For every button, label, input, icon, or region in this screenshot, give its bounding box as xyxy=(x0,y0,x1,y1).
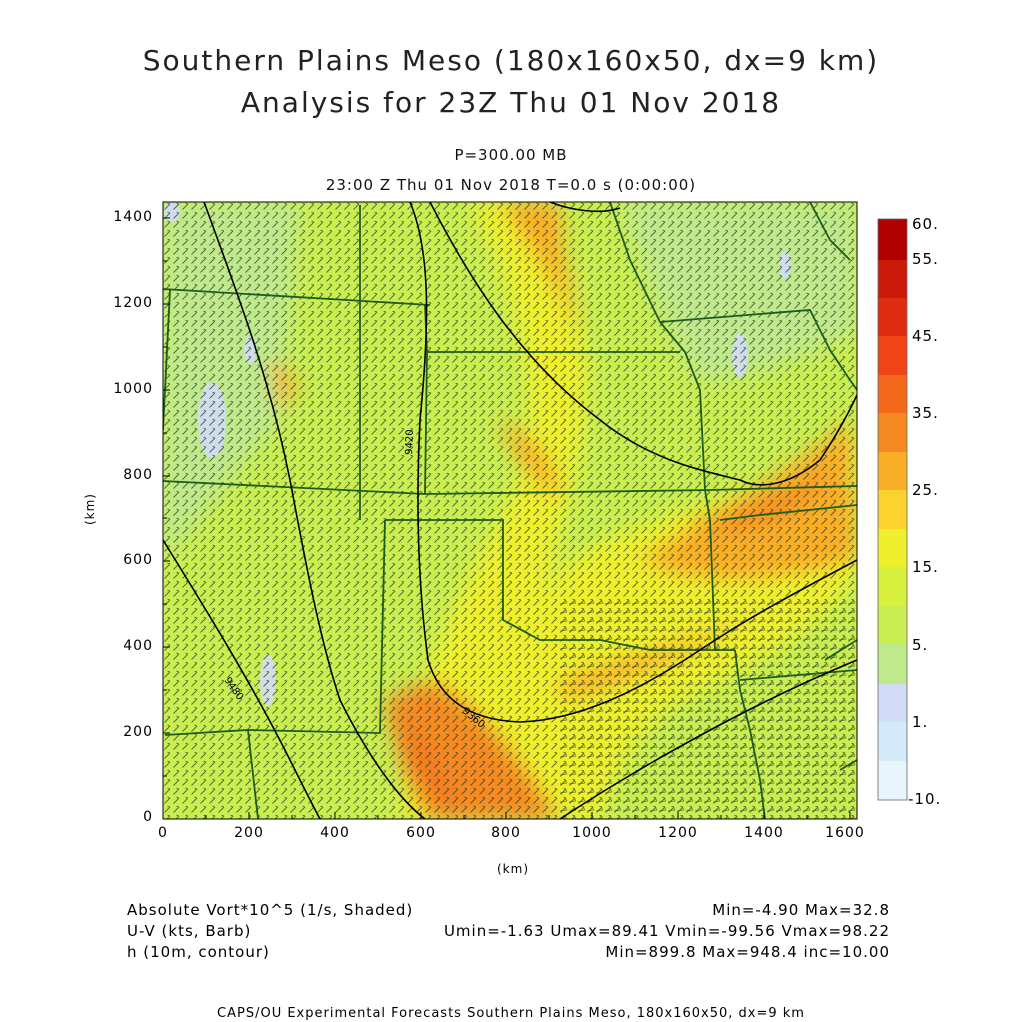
y-tick-label: 200 xyxy=(123,724,153,740)
x-tick-label: 800 xyxy=(491,825,521,841)
colorbar-swatch xyxy=(878,567,907,606)
field3-label: h (10m, contour) xyxy=(127,943,270,961)
y-tick-label: 800 xyxy=(123,467,153,483)
colorbar-swatch xyxy=(878,684,907,722)
x-tick-label: 1400 xyxy=(744,825,784,841)
colorbar-label: 60. xyxy=(912,215,939,233)
colorbar-label: 45. xyxy=(912,327,939,345)
plot-frame xyxy=(162,201,858,820)
time-label: 23:00 Z Thu 01 Nov 2018 T=0.0 s (0:00:00… xyxy=(325,176,697,194)
y-tick-label: 1200 xyxy=(113,295,153,311)
x-tick-label: 400 xyxy=(320,825,350,841)
colorbar-swatch xyxy=(878,298,907,336)
colorbar-label: -10. xyxy=(908,790,942,808)
x-tick-label: 1200 xyxy=(658,825,698,841)
colorbar xyxy=(877,218,908,801)
x-tick-label: 1600 xyxy=(825,825,865,841)
x-tick-label: 1000 xyxy=(572,825,612,841)
contour-label-2: 9420 xyxy=(404,429,416,455)
colorbar-swatch xyxy=(878,529,907,567)
y-tick-label: 0 xyxy=(143,809,153,825)
colorbar-swatch xyxy=(878,644,907,684)
field1-label: Absolute Vort*10^5 (1/s, Shaded) xyxy=(127,901,414,919)
colorbar-label: 1. xyxy=(912,713,929,731)
vorticity-shading xyxy=(163,202,857,819)
x-axis-label: (km) xyxy=(497,862,530,876)
y-tick-label: 400 xyxy=(123,638,153,654)
colorbar-swatch xyxy=(878,219,907,260)
title-line-1: Southern Plains Meso (180x160x50, dx=9 k… xyxy=(142,44,880,77)
colorbar-label: 15. xyxy=(912,558,939,576)
colorbar-label: 35. xyxy=(912,404,939,422)
colorbar-swatch xyxy=(878,336,907,375)
level-label: P=300.00 MB xyxy=(454,146,568,164)
field1-stats: Min=-4.90 Max=32.8 xyxy=(712,901,890,919)
footer-credit: CAPS/OU Experimental Forecasts Southern … xyxy=(217,1006,805,1021)
y-axis-label: (km) xyxy=(83,492,98,526)
x-tick-label: 0 xyxy=(158,825,168,841)
axis-ticks xyxy=(162,217,851,820)
field3-stats: Min=899.8 Max=948.4 inc=10.00 xyxy=(605,943,890,961)
state-borders xyxy=(163,202,857,819)
colorbar-label: 55. xyxy=(912,250,939,268)
colorbar-swatch xyxy=(878,761,907,800)
title-line-2: Analysis for 23Z Thu 01 Nov 2018 xyxy=(240,86,782,119)
x-tick-label: 200 xyxy=(234,825,264,841)
colorbar-swatch xyxy=(878,490,907,529)
colorbar-swatch xyxy=(878,260,907,298)
x-tick-label: 600 xyxy=(406,825,436,841)
colorbar-swatch xyxy=(878,375,907,413)
y-tick-label: 1400 xyxy=(113,209,153,225)
colorbar-label: 25. xyxy=(912,481,939,499)
field2-stats: Umin=-1.63 Umax=89.41 Vmin=-99.56 Vmax=9… xyxy=(443,922,890,940)
colorbar-swatch xyxy=(878,606,907,644)
colorbar-swatch xyxy=(878,722,907,761)
colorbar-label: 5. xyxy=(912,636,929,654)
y-tick-label: 600 xyxy=(123,552,153,568)
colorbar-swatch xyxy=(878,452,907,490)
y-tick-label: 1000 xyxy=(113,381,153,397)
colorbar-swatch xyxy=(878,413,907,452)
height-contours xyxy=(163,202,857,819)
field2-label: U-V (kts, Barb) xyxy=(127,922,252,940)
